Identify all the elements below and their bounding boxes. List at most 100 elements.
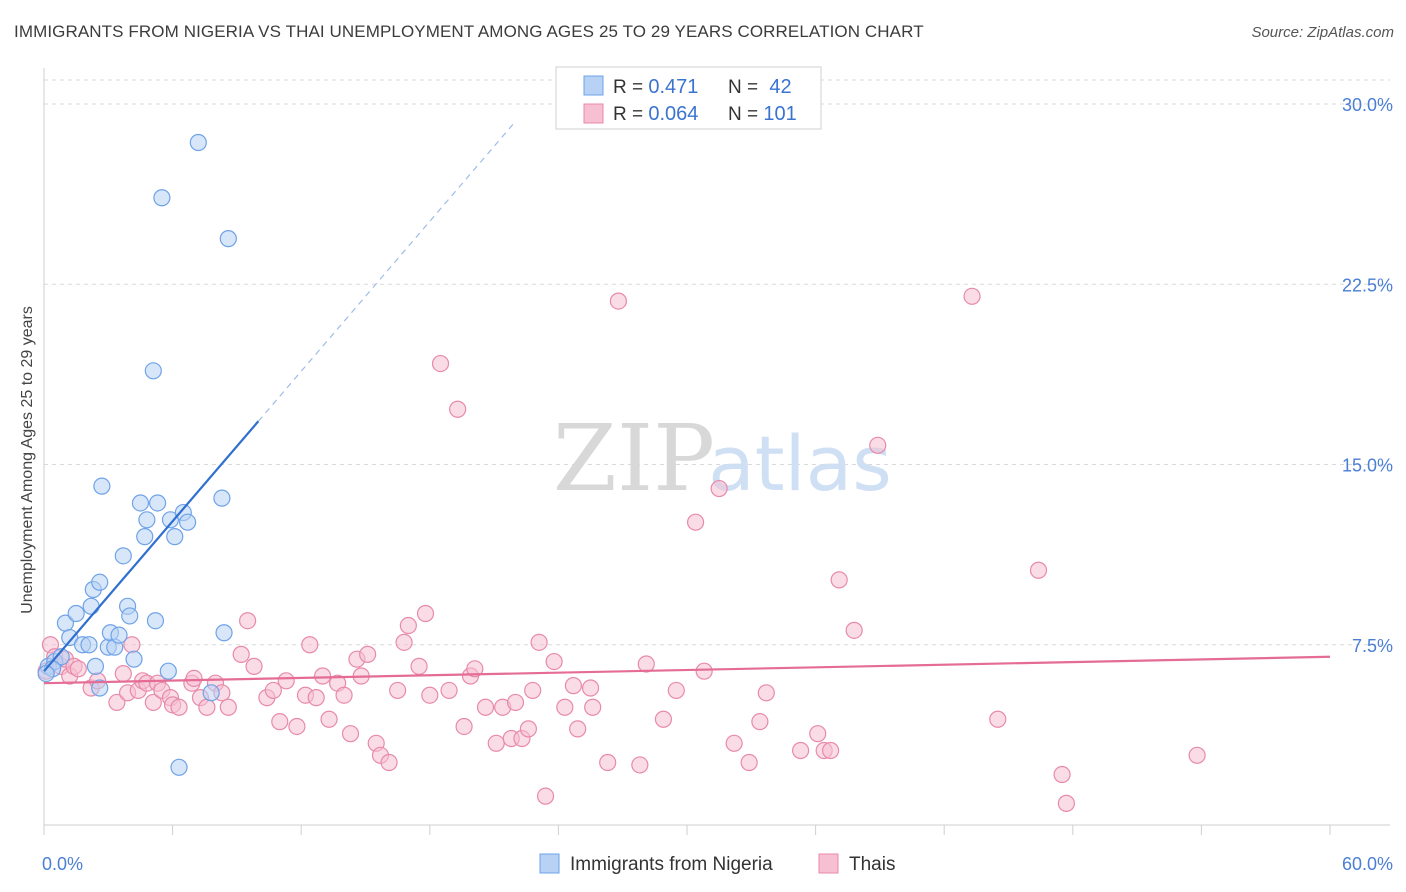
nigeria-trend-extension xyxy=(257,120,516,422)
legend-swatch-thais xyxy=(583,103,604,124)
thais-point xyxy=(524,681,542,700)
y-axis-label: Unemployment Among Ages 25 to 29 years xyxy=(19,306,36,614)
thais-point xyxy=(695,662,713,680)
nigeria-point xyxy=(93,477,111,495)
thais-point xyxy=(466,660,484,678)
n-value-thais: 101 xyxy=(763,103,796,125)
thais-point xyxy=(530,633,548,651)
n-label-thais: N = xyxy=(728,104,763,125)
nigeria-point xyxy=(219,230,237,248)
thais-point xyxy=(609,292,628,310)
stats-legend: R = 0.471 N = 42 R = 0.064 N = 101 xyxy=(555,66,822,130)
thais-point xyxy=(389,681,407,700)
thais-point xyxy=(830,571,848,589)
thais-point xyxy=(301,636,319,654)
legend-bottom-label-nigeria: Immigrants from Nigeria xyxy=(570,854,773,875)
nigeria-point xyxy=(52,648,70,666)
nigeria-point xyxy=(91,573,109,591)
legend-bottom-swatch-thais xyxy=(818,853,839,874)
thais-point xyxy=(144,693,162,712)
nigeria-point xyxy=(213,489,231,507)
svg-text:R = 0.064: R = 0.064 xyxy=(613,103,698,125)
watermark-zip: ZIP xyxy=(553,405,715,512)
thais-point xyxy=(416,604,435,623)
nigeria-point xyxy=(138,511,156,529)
thais-point xyxy=(637,655,655,673)
thais-point xyxy=(395,633,413,651)
nigeria-point xyxy=(146,612,165,630)
thais-point xyxy=(822,741,840,760)
thais-point xyxy=(307,689,325,707)
nigeria-point xyxy=(159,662,177,680)
thais-point xyxy=(1053,765,1071,784)
trend-lines xyxy=(43,120,1331,685)
r-value-thais: 0.064 xyxy=(648,103,698,125)
thais-point xyxy=(809,725,827,743)
thais-point xyxy=(277,672,295,690)
thais-point xyxy=(725,734,743,752)
thais-point xyxy=(963,287,981,305)
svg-text:R = 0.471: R = 0.471 xyxy=(613,76,698,98)
y-tick-label: 7.5% xyxy=(1352,636,1393,656)
nigeria-point xyxy=(148,494,167,512)
watermark-atlas: atlas xyxy=(708,419,892,508)
nigeria-point xyxy=(189,133,207,152)
legend-bottom-swatch-nigeria xyxy=(539,853,560,874)
thais-point xyxy=(686,513,705,531)
nigeria-point xyxy=(153,189,171,207)
thais-point xyxy=(654,710,673,728)
y-tick-label: 22.5% xyxy=(1342,275,1393,295)
thais-point xyxy=(584,698,602,716)
legend-bottom-label-thais: Thais xyxy=(849,854,895,875)
n-label-nigeria: N = xyxy=(728,77,763,98)
thais-point xyxy=(108,693,126,712)
thais-point xyxy=(359,645,377,663)
thais-point xyxy=(1029,561,1048,579)
thais-point xyxy=(335,686,353,704)
nigeria-trend-line xyxy=(43,420,260,672)
nigeria-point xyxy=(80,636,98,654)
nigeria-point xyxy=(202,684,220,702)
thais-point xyxy=(667,681,685,700)
legend-swatch-nigeria xyxy=(583,75,604,96)
chart-title: IMMIGRANTS FROM NIGERIA VS THAI UNEMPLOY… xyxy=(14,22,924,41)
thais-points xyxy=(37,287,1206,812)
thais-point xyxy=(564,677,583,695)
x-tick-label-min: 0.0% xyxy=(42,854,83,874)
thais-point xyxy=(1188,746,1206,764)
thais-point xyxy=(114,664,132,683)
nigeria-point xyxy=(82,597,100,615)
nigeria-point xyxy=(121,607,139,625)
thais-point xyxy=(219,698,237,716)
thais-point xyxy=(506,693,525,712)
nigeria-point xyxy=(114,547,132,565)
r-label-nigeria: R = xyxy=(613,77,648,98)
nigeria-point xyxy=(161,511,180,529)
source-label: Source: ZipAtlas.com xyxy=(1251,24,1394,41)
nigeria-point xyxy=(215,624,233,642)
thais-point xyxy=(239,612,257,630)
axes xyxy=(43,68,1390,835)
nigeria-point xyxy=(37,664,55,683)
thais-trend-line xyxy=(43,655,1331,685)
thais-point xyxy=(581,679,600,697)
thais-point xyxy=(740,753,758,772)
thais-point xyxy=(449,400,467,418)
nigeria-point xyxy=(136,528,154,546)
x-tick-label-max: 60.0% xyxy=(1342,854,1393,874)
thais-point xyxy=(198,698,216,716)
thais-point xyxy=(751,713,769,731)
thais-point xyxy=(320,710,338,728)
thais-point xyxy=(421,686,439,704)
thais-point xyxy=(569,720,587,738)
thais-point xyxy=(170,698,188,716)
thais-point xyxy=(989,710,1007,728)
nigeria-point xyxy=(91,679,109,697)
thais-point xyxy=(431,354,450,373)
thais-point xyxy=(545,652,563,671)
zipatlas-watermark: ZIP atlas xyxy=(553,405,892,512)
thais-point xyxy=(476,698,495,716)
thais-point xyxy=(399,616,417,635)
nigeria-point xyxy=(67,604,85,623)
